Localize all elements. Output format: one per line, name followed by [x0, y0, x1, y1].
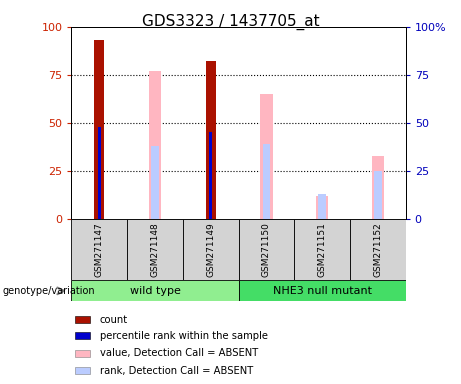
Bar: [209, 132, 213, 219]
Bar: [350, 219, 406, 280]
Bar: [98, 127, 101, 219]
Bar: [238, 219, 294, 280]
Text: GSM271152: GSM271152: [373, 222, 382, 277]
Bar: [260, 94, 272, 219]
Text: wild type: wild type: [130, 286, 180, 296]
Bar: [71, 280, 239, 301]
Bar: [183, 219, 238, 280]
Bar: [127, 219, 183, 280]
Text: GDS3323 / 1437705_at: GDS3323 / 1437705_at: [142, 13, 319, 30]
Bar: [75, 316, 90, 323]
Bar: [374, 171, 382, 219]
Bar: [75, 367, 90, 374]
Text: rank, Detection Call = ABSENT: rank, Detection Call = ABSENT: [100, 366, 253, 376]
Bar: [316, 196, 328, 219]
Text: NHE3 null mutant: NHE3 null mutant: [272, 286, 372, 296]
Bar: [75, 332, 90, 339]
Text: percentile rank within the sample: percentile rank within the sample: [100, 331, 268, 341]
Bar: [318, 194, 326, 219]
Text: GSM271150: GSM271150: [262, 222, 271, 277]
Text: value, Detection Call = ABSENT: value, Detection Call = ABSENT: [100, 348, 258, 358]
Bar: [262, 144, 270, 219]
Text: GSM271151: GSM271151: [318, 222, 327, 277]
Bar: [294, 219, 350, 280]
Bar: [206, 61, 216, 219]
Bar: [238, 280, 406, 301]
Bar: [75, 349, 90, 357]
Text: GSM271149: GSM271149: [206, 222, 215, 277]
Bar: [71, 219, 127, 280]
Text: genotype/variation: genotype/variation: [2, 286, 95, 296]
Text: count: count: [100, 314, 128, 324]
Bar: [151, 146, 159, 219]
Bar: [149, 71, 161, 219]
Bar: [372, 156, 384, 219]
Text: GSM271147: GSM271147: [95, 222, 104, 277]
Bar: [95, 40, 104, 219]
Text: GSM271148: GSM271148: [150, 222, 160, 277]
